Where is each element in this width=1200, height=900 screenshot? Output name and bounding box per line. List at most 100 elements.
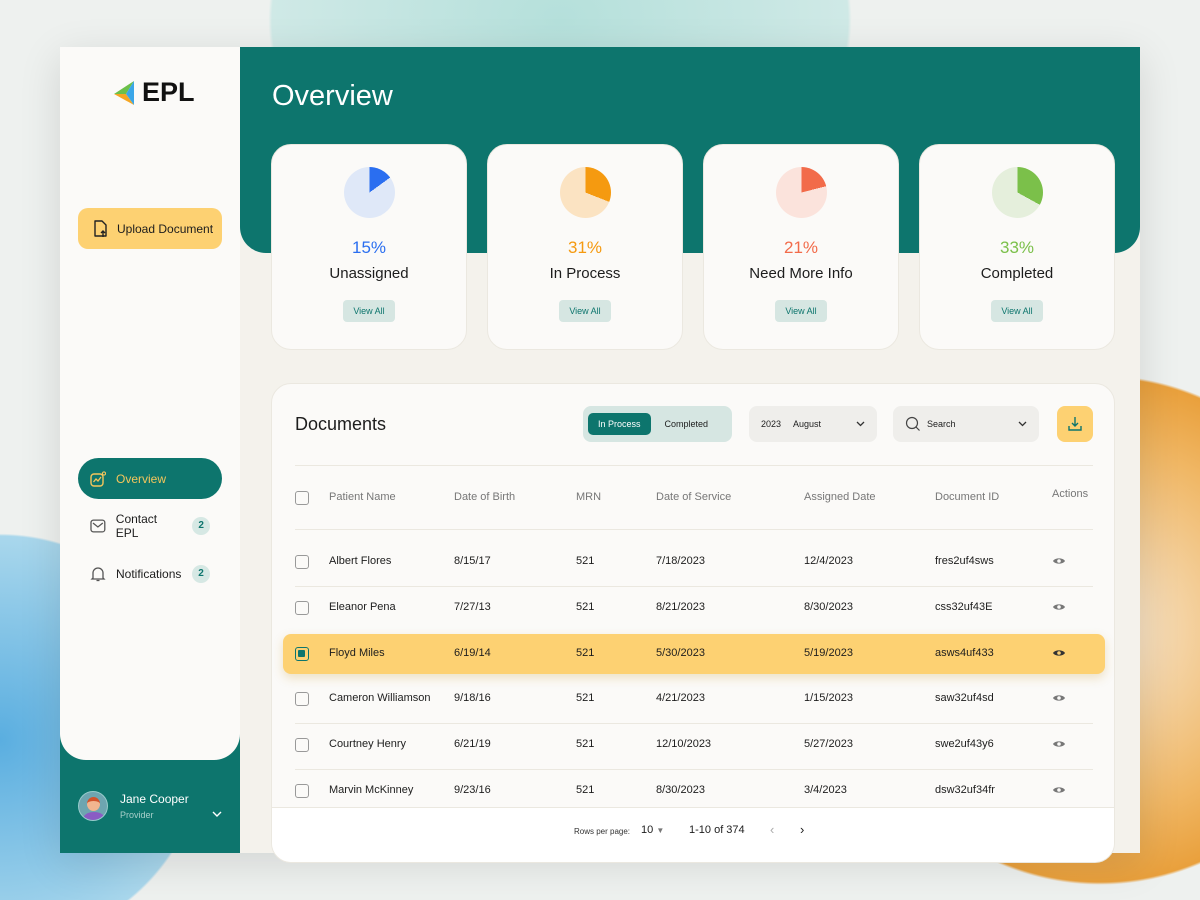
pie-chart [991,167,1043,218]
table-cell: 9/23/16 [454,784,491,796]
table-row[interactable]: Cameron Williamson 9/18/16 521 4/21/2023 1/1… [272,679,1114,719]
prev-page-icon[interactable]: ‹ [770,822,775,837]
table-cell: 5/30/2023 [656,646,705,659]
table-cell: 4/21/2023 [656,692,705,705]
upload-document-button[interactable]: Upload Document [78,208,222,249]
stat-label: Need More Info [749,265,853,282]
download-icon [1068,417,1082,431]
table-cell: 3/4/2023 [804,784,847,796]
divider [295,586,1093,587]
table-cell: 1/15/2023 [804,692,853,705]
pagination: Rows per page: 10 ▼ 1-10 of 374 ‹ › [272,807,1114,862]
eye-icon[interactable] [1052,556,1066,569]
table-header: Patient Name Date of Birth MRN Date of Serv… [272,478,1114,518]
download-button[interactable] [1057,406,1093,442]
sidebar-item-contact[interactable]: Contact EPL 2 [78,505,222,546]
table-row[interactable]: Floyd Miles 6/19/14 521 5/30/2023 5/19/2023 a… [272,633,1114,674]
sidebar-item-notifications[interactable]: Notifications 2 [78,553,222,594]
upload-label: Upload Document [117,221,214,236]
pie-chart [343,167,395,218]
eye-icon[interactable] [1052,648,1066,661]
table-cell: 7/27/13 [454,600,491,613]
chart-icon [90,470,106,487]
table-cell: 521 [576,600,595,613]
column-header: MRN [576,491,602,503]
chevron-down-icon[interactable] [212,811,222,817]
app-window: EPL Upload Document Overview Contact EPL… [60,47,1140,863]
divider [295,723,1093,725]
logo-text: EPL [142,77,195,107]
table-cell: 521 [576,784,595,796]
table-row[interactable]: Courtney Henry 6/21/19 521 12/10/2023 5/27/2… [272,725,1114,765]
view-all-button[interactable]: View All [559,300,611,322]
stat-card: 33% Completed View All [919,144,1115,350]
table-row[interactable]: Eleanor Pena 7/27/13 521 8/21/2023 8/30/2023… [272,588,1114,628]
stat-label: Unassigned [329,265,409,282]
row-checkbox[interactable] [295,738,309,753]
table-cell: Cameron Williamson [329,692,431,705]
file-upload-icon [94,219,107,237]
sidebar: EPL Upload Document Overview Contact EPL… [60,47,240,760]
view-all-button[interactable]: View All [775,300,827,322]
search-icon [905,416,920,431]
table-cell: 6/19/14 [454,646,491,659]
page-title: Overview [272,80,393,112]
table-cell: saw32uf4sd [935,692,994,705]
table-cell: 521 [576,555,595,567]
user-menu[interactable]: Jane Cooper Provider [78,791,222,821]
rows-per-page-select[interactable]: 10 ▼ [641,824,664,836]
view-all-button[interactable]: View All [991,300,1043,322]
month-value: August [793,419,822,429]
documents-title: Documents [295,414,387,434]
eye-icon[interactable] [1052,602,1066,615]
next-page-icon[interactable]: › [800,822,805,837]
count-badge: 2 [192,516,210,535]
tab-completed[interactable]: Completed [664,419,709,429]
eye-icon[interactable] [1052,739,1066,752]
stat-percent: 15% [351,238,387,257]
row-checkbox[interactable] [295,692,309,707]
date-filter[interactable]: 2023 August [749,406,877,442]
table-row[interactable]: Marvin McKinney 9/23/16 521 8/30/2023 3/4/20… [272,771,1114,811]
column-header: Actions [1052,488,1089,500]
row-checkbox[interactable] [295,646,309,661]
eye-icon[interactable] [1052,785,1066,798]
table-cell: css32uf43E [935,600,993,613]
sidebar-item-overview[interactable]: Overview [78,458,222,499]
mail-icon [90,518,106,533]
caret-down-icon: ▼ [656,826,665,835]
search-input[interactable]: Search [893,406,1039,442]
rows-per-page-label: Rows per page: [574,827,631,836]
user-role: Provider [120,810,154,820]
table-row[interactable]: Albert Flores 8/15/17 521 7/18/2023 12/4/202… [272,542,1114,582]
pie-chart [559,167,611,218]
table-cell: 9/18/16 [454,692,491,705]
select-all-checkbox[interactable] [295,491,309,505]
row-checkbox[interactable] [295,600,309,615]
search-placeholder: Search [927,419,956,429]
table-cell: 8/30/2023 [656,784,705,796]
stat-percent: 31% [567,238,603,257]
table-cell: Albert Flores [329,555,392,567]
column-header: Patient Name [329,491,396,503]
logo-icon [114,80,134,105]
logo: EPL [112,77,195,108]
stat-card: 21% Need More Info View All [703,144,899,350]
tab-in-process[interactable]: In Process [588,413,651,435]
table-cell: fres2uf4sws [935,555,994,567]
count-badge: 2 [192,564,210,583]
eye-icon[interactable] [1052,693,1066,706]
view-all-button[interactable]: View All [343,300,395,322]
table-cell: 8/21/2023 [656,600,705,613]
sidebar-item-label: Contact EPL [115,511,158,540]
status-toggle: In Process Completed [583,406,732,442]
table-cell: 6/21/19 [454,738,491,751]
column-header: Date of Birth [454,491,516,503]
row-checkbox[interactable] [295,784,309,798]
page-range: 1-10 of 374 [689,824,745,836]
bell-icon [90,566,106,581]
avatar [78,791,108,821]
row-checkbox[interactable] [295,555,309,569]
table-cell: Floyd Miles [329,646,385,659]
table-cell: asws4uf433 [935,646,994,659]
